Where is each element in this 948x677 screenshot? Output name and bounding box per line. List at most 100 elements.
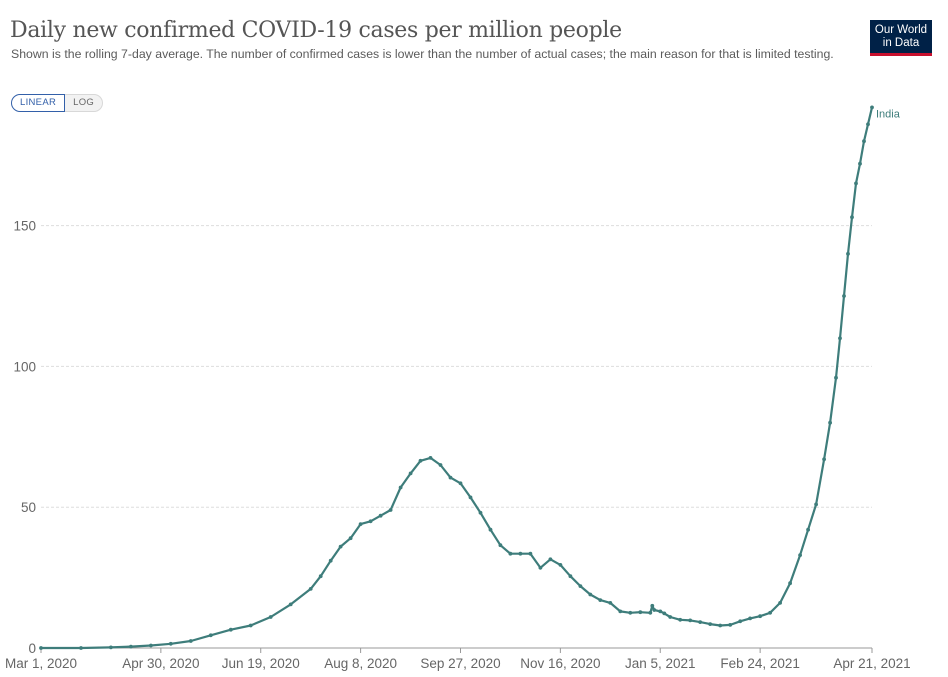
data-point — [188, 639, 193, 643]
x-tick-label-0: Mar 1, 2020 — [5, 656, 77, 671]
data-point — [748, 616, 752, 621]
data-point — [652, 608, 657, 612]
data-point — [842, 294, 846, 298]
data-point — [858, 161, 862, 166]
data-point — [628, 610, 633, 615]
data-point — [608, 601, 613, 605]
data-point — [798, 553, 802, 557]
data-point — [658, 609, 663, 614]
chart-subtitle: Shown is the rolling 7-day average. The … — [11, 47, 834, 61]
data-point — [638, 610, 643, 615]
data-point — [850, 215, 854, 220]
data-point — [870, 105, 874, 110]
data-point — [398, 485, 403, 490]
data-point — [109, 645, 113, 650]
data-point — [598, 598, 603, 602]
owid-logo[interactable]: Our World in Data — [870, 20, 932, 56]
data-point — [806, 527, 810, 532]
data-point — [468, 495, 473, 500]
data-point — [149, 643, 153, 648]
y-tick-label-100: 100 — [13, 359, 36, 374]
data-point — [814, 502, 818, 507]
logo-line-1: Our World — [874, 24, 928, 36]
data-point — [448, 475, 453, 480]
series-label-india: India — [876, 108, 901, 120]
log-scale-button[interactable]: LOG — [65, 94, 104, 112]
data-point — [650, 603, 655, 608]
data-point — [558, 563, 563, 567]
data-point — [458, 481, 463, 486]
data-point — [288, 602, 293, 607]
data-point — [698, 620, 703, 624]
x-tick-label-5: Nov 16, 2020 — [520, 656, 600, 671]
scale-toggle: LINEAR LOG — [11, 94, 104, 112]
data-point — [508, 551, 513, 556]
data-point — [358, 522, 363, 526]
data-point — [648, 610, 653, 615]
data-point — [488, 527, 493, 532]
data-point — [822, 457, 826, 462]
data-point — [338, 544, 343, 549]
x-tick-label-7: Feb 24, 2021 — [720, 656, 800, 671]
data-point — [408, 471, 413, 476]
data-point — [318, 574, 323, 579]
data-point — [568, 574, 573, 579]
x-tick-label-8: Apr 21, 2021 — [833, 656, 910, 671]
data-point — [79, 646, 83, 650]
data-point — [518, 551, 523, 556]
data-point — [588, 592, 593, 597]
data-point — [328, 558, 333, 563]
data-point — [738, 619, 743, 624]
data-point — [428, 456, 433, 460]
data-point — [578, 584, 583, 588]
data-point — [168, 641, 173, 646]
data-point — [838, 336, 842, 341]
chart-title: Daily new confirmed COVID-19 cases per m… — [10, 18, 622, 43]
y-tick-label-0: 0 — [28, 641, 36, 656]
data-point — [418, 458, 423, 463]
data-point — [228, 627, 233, 632]
x-tick-label-3: Aug 8, 2020 — [324, 656, 397, 671]
data-point — [688, 618, 693, 623]
series-line-india — [39, 106, 874, 650]
data-point — [618, 609, 623, 614]
data-point — [388, 508, 393, 512]
data-point — [662, 611, 667, 616]
data-point — [758, 614, 762, 619]
data-point — [548, 557, 553, 562]
x-tick-label-6: Jan 5, 2021 — [625, 656, 696, 671]
data-point — [718, 623, 723, 628]
data-point — [846, 251, 850, 256]
data-point — [39, 646, 43, 650]
data-point — [348, 536, 353, 541]
data-point — [678, 617, 683, 622]
data-point — [248, 623, 253, 628]
x-tick-label-4: Sep 27, 2020 — [420, 656, 500, 671]
data-point — [438, 463, 443, 467]
data-point — [778, 601, 782, 605]
data-point — [538, 565, 543, 570]
data-point — [728, 623, 733, 627]
data-point — [854, 181, 858, 186]
data-point — [668, 615, 673, 619]
data-point — [498, 543, 503, 548]
x-tick-label-2: Jun 19, 2020 — [222, 656, 300, 671]
data-point — [478, 510, 483, 515]
data-point — [368, 519, 373, 524]
y-tick-label-50: 50 — [21, 500, 36, 515]
data-point — [768, 610, 772, 615]
x-tick-label-1: Apr 30, 2020 — [122, 656, 199, 671]
data-point — [708, 622, 713, 626]
data-point — [129, 644, 133, 649]
linear-scale-button[interactable]: LINEAR — [11, 94, 66, 112]
data-point — [268, 615, 273, 619]
data-point — [828, 420, 832, 425]
data-point — [208, 633, 213, 638]
data-point — [834, 375, 838, 380]
logo-line-2: in Data — [882, 37, 920, 49]
data-point — [528, 551, 533, 556]
data-point — [788, 581, 792, 586]
data-point — [308, 587, 313, 591]
y-tick-label-150: 150 — [13, 219, 36, 234]
